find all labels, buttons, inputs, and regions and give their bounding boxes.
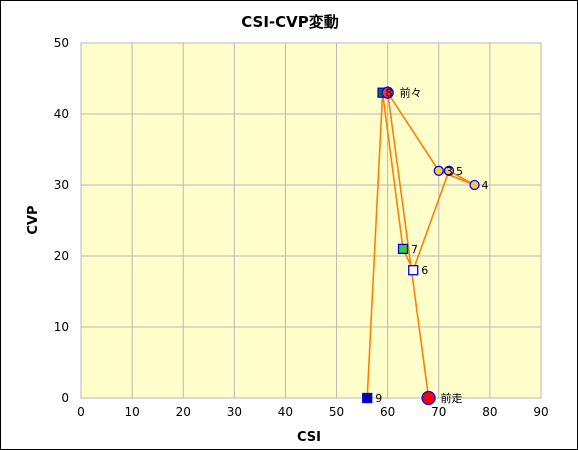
point-label: 3 [446,165,453,178]
point-label: 4 [482,179,489,192]
point-label: 7 [411,243,418,256]
x-tick-label: 80 [482,405,497,419]
x-tick-label: 90 [533,405,548,419]
y-tick-label: 50 [54,36,69,50]
x-tick-label: 10 [124,405,139,419]
point-label: 前走 [441,391,463,405]
x-tick-label: 20 [176,405,191,419]
chart-title: CSI-CVP変動 [241,13,339,31]
x-tick-label: 70 [431,405,446,419]
x-tick-label: 60 [380,405,395,419]
point-marker [362,392,373,404]
point-marker [421,390,436,406]
y-tick-label: 40 [54,107,69,121]
y-tick-label: 10 [54,320,69,334]
x-tick-label: 40 [278,405,293,419]
point-marker [397,243,409,255]
point-label: 前々 [400,86,422,100]
point-label: 5 [456,165,463,178]
point-marker [433,165,444,176]
x-tick-label: 0 [77,405,85,419]
point-label: 8 [386,87,393,100]
x-tick-label: 50 [329,405,344,419]
point-marker [469,179,480,191]
x-tick-label: 30 [227,405,242,419]
point-label: 6 [421,264,428,277]
point-label: 9 [375,392,382,405]
y-tick-label: 30 [54,178,69,192]
y-tick-label: 20 [54,249,69,263]
plot-area [80,42,542,399]
x-axis-label: CSI [297,430,321,445]
y-axis-label: CVP [26,205,41,234]
point-marker [381,86,394,99]
data-points [362,86,480,406]
point-labels: 前走 前々 3 4 5 67 8 9 [375,86,488,405]
point-marker [443,165,455,176]
tick-labels: 0 10 20 30 40 50 60 70 80 90 0 10 20 30 40 50 [54,36,549,419]
grid-lines [80,42,542,399]
y-tick-label: 0 [61,391,69,405]
point-marker [408,265,419,276]
